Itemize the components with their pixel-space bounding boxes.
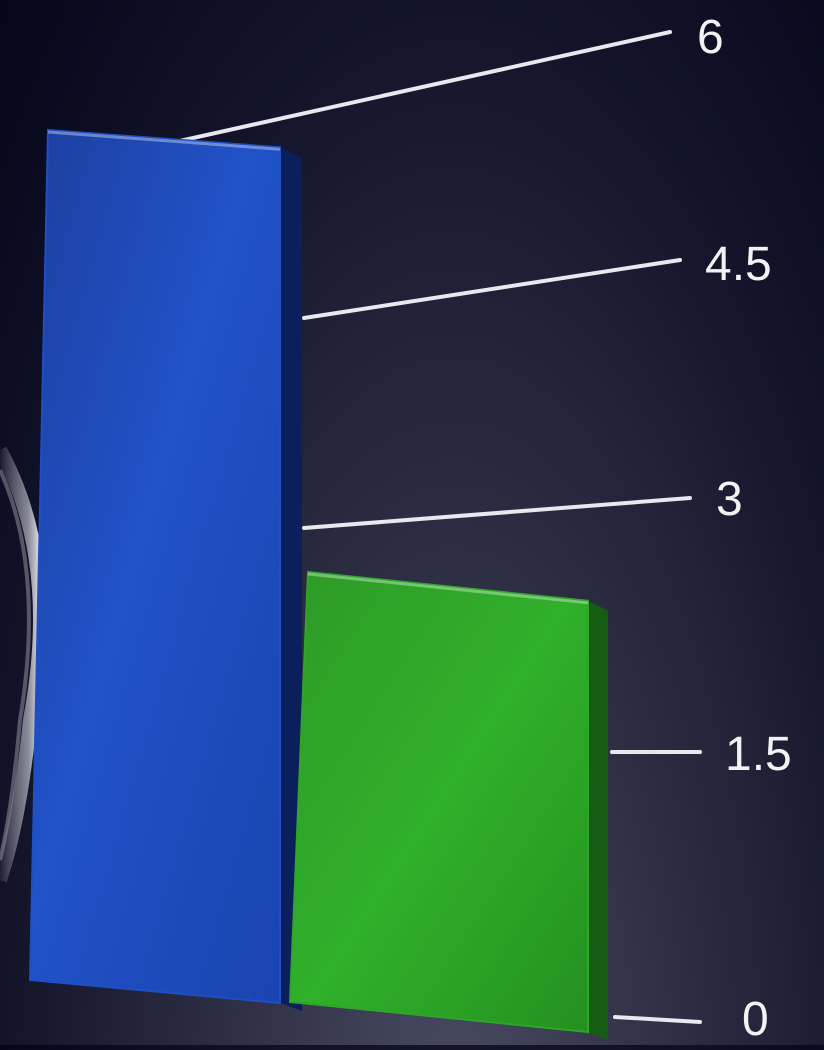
bar-top-highlight xyxy=(307,572,589,605)
y-tick-label: 6 xyxy=(697,11,724,64)
bar-top-highlight xyxy=(47,130,281,151)
decorative-globe xyxy=(0,446,47,883)
bar xyxy=(28,128,302,1011)
bar xyxy=(288,570,608,1040)
y-tick-label: 4.5 xyxy=(705,238,772,291)
y-tick-label: 1.5 xyxy=(725,728,792,781)
y-tick-label: 0 xyxy=(742,993,769,1045)
y-tick-label: 3 xyxy=(716,473,743,526)
gridline xyxy=(302,258,682,320)
bar-front-face xyxy=(28,128,281,1005)
bars xyxy=(28,128,608,1040)
gridline xyxy=(613,1015,702,1024)
bar-front-face xyxy=(288,570,589,1034)
gridline xyxy=(302,496,692,530)
y-tick-labels: 0 1.5 3 4.5 6 xyxy=(697,11,792,1046)
bar-side-face xyxy=(588,600,608,1040)
bar-side-face xyxy=(280,147,302,1011)
